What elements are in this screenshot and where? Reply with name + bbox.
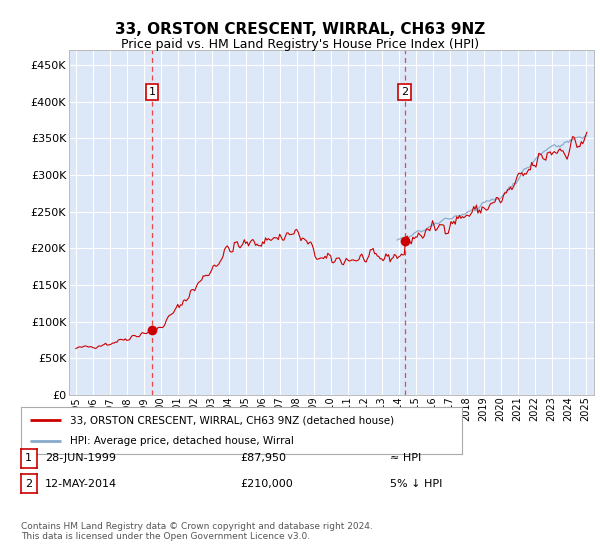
Text: 2: 2 — [401, 87, 408, 97]
Text: 33, ORSTON CRESCENT, WIRRAL, CH63 9NZ: 33, ORSTON CRESCENT, WIRRAL, CH63 9NZ — [115, 22, 485, 38]
Text: ≈ HPI: ≈ HPI — [390, 454, 421, 463]
Text: Price paid vs. HM Land Registry's House Price Index (HPI): Price paid vs. HM Land Registry's House … — [121, 38, 479, 50]
Text: 28-JUN-1999: 28-JUN-1999 — [45, 454, 116, 463]
Text: Contains HM Land Registry data © Crown copyright and database right 2024.
This d: Contains HM Land Registry data © Crown c… — [21, 522, 373, 542]
Text: 2: 2 — [25, 479, 32, 488]
Text: £210,000: £210,000 — [240, 479, 293, 488]
Text: HPI: Average price, detached house, Wirral: HPI: Average price, detached house, Wirr… — [70, 436, 293, 446]
Text: 1: 1 — [25, 454, 32, 463]
Text: 33, ORSTON CRESCENT, WIRRAL, CH63 9NZ (detached house): 33, ORSTON CRESCENT, WIRRAL, CH63 9NZ (d… — [70, 415, 394, 425]
Text: 12-MAY-2014: 12-MAY-2014 — [45, 479, 117, 488]
Text: 1: 1 — [149, 87, 155, 97]
Text: 5% ↓ HPI: 5% ↓ HPI — [390, 479, 442, 488]
Text: £87,950: £87,950 — [240, 454, 286, 463]
